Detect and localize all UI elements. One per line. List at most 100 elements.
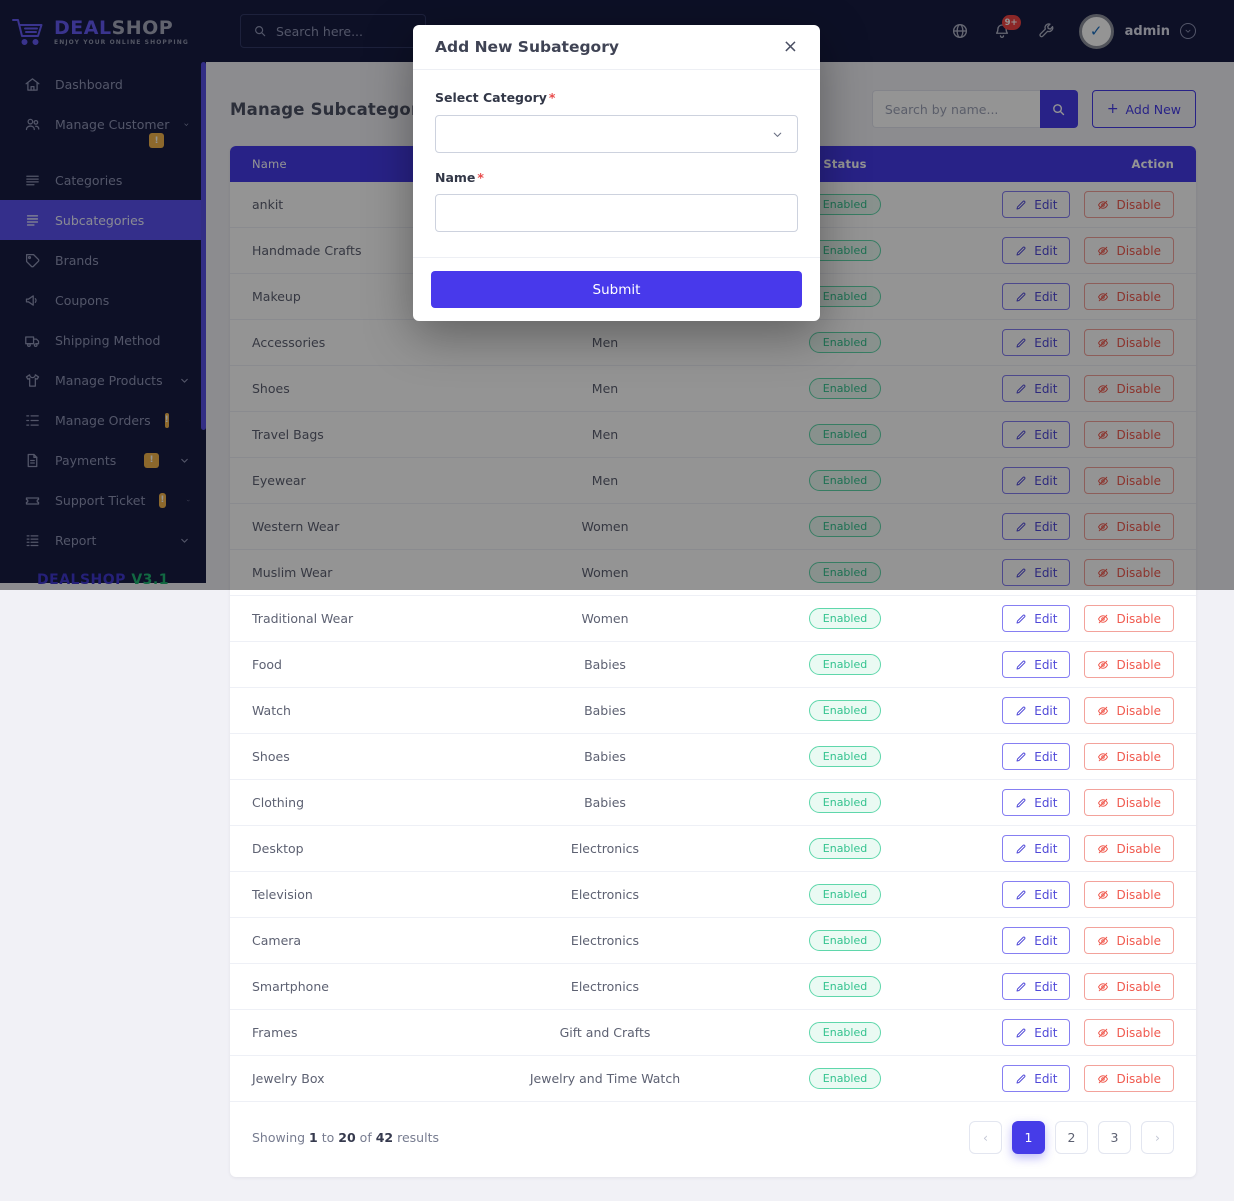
disable-button[interactable]: Disable — [1084, 329, 1174, 356]
status-badge: Enabled — [808, 976, 882, 997]
subcategory-name: Television — [252, 887, 313, 902]
edit-button[interactable]: Edit — [1002, 559, 1071, 586]
sidebar-item-categories[interactable]: Categories — [0, 160, 206, 200]
edit-button[interactable]: Edit — [1002, 1065, 1071, 1092]
notification-badge: ! — [164, 412, 169, 428]
category-name: Women — [581, 611, 629, 626]
pagination-page-3[interactable]: 3 — [1098, 1121, 1131, 1154]
status-badge: Enabled — [808, 332, 882, 353]
select-category-label: Select Category * — [435, 90, 556, 105]
disable-button[interactable]: Disable — [1084, 421, 1174, 448]
edit-button[interactable]: Edit — [1002, 513, 1071, 540]
disable-button[interactable]: Disable — [1084, 237, 1174, 264]
wrench-icon[interactable] — [1037, 22, 1055, 40]
globe-icon[interactable] — [951, 22, 969, 40]
disable-button[interactable]: Disable — [1084, 513, 1174, 540]
disable-button[interactable]: Disable — [1084, 375, 1174, 402]
sidebar-item-manage-products[interactable]: Manage Products — [0, 360, 206, 400]
disable-button[interactable]: Disable — [1084, 697, 1174, 724]
eye-off-icon — [1098, 1028, 1109, 1037]
disable-button[interactable]: Disable — [1084, 743, 1174, 770]
sidebar-item-coupons[interactable]: Coupons — [0, 280, 206, 320]
name-label: Name * — [435, 170, 484, 185]
search-submit-button[interactable] — [1039, 90, 1078, 128]
subcategory-name-input[interactable] — [435, 194, 798, 232]
disable-button[interactable]: Disable — [1084, 1065, 1174, 1092]
status-badge: Enabled — [808, 516, 882, 537]
disable-button[interactable]: Disable — [1084, 789, 1174, 816]
subcategory-name: Handmade Crafts — [252, 243, 362, 258]
username-label: admin — [1124, 23, 1170, 39]
category-select[interactable] — [435, 115, 798, 153]
sidebar-item-report[interactable]: Report — [0, 520, 206, 560]
status-badge: Enabled — [808, 700, 882, 721]
subcategory-name: Jewelry Box — [252, 1071, 325, 1086]
sidebar-item-shipping-method[interactable]: Shipping Method — [0, 320, 206, 360]
subcategory-name: Accessories — [252, 335, 326, 350]
sidebar-item-manage-orders[interactable]: Manage Orders ! — [0, 400, 206, 440]
edit-button[interactable]: Edit — [1002, 835, 1071, 862]
sidebar-item-support-ticket[interactable]: Support Ticket ! — [0, 480, 206, 520]
pagination-prev-button[interactable]: ‹ — [969, 1121, 1002, 1154]
disable-button[interactable]: Disable — [1084, 651, 1174, 678]
home-icon — [25, 77, 40, 91]
disable-button[interactable]: Disable — [1084, 559, 1174, 586]
pagination-page-2[interactable]: 2 — [1055, 1121, 1088, 1154]
table-row: Accessories Men Enabled Edit Disable — [230, 320, 1196, 366]
search-by-name-input[interactable] — [871, 90, 1040, 128]
table-row: Watch Babies Enabled Edit Disable — [230, 688, 1196, 734]
edit-button[interactable]: Edit — [1002, 329, 1071, 356]
disable-button[interactable]: Disable — [1084, 283, 1174, 310]
disable-button[interactable]: Disable — [1084, 1019, 1174, 1046]
sidebar-item-dashboard[interactable]: Dashboard — [0, 64, 206, 104]
sidebar-item-payments[interactable]: Payments ! — [0, 440, 206, 480]
pagination-page-1[interactable]: 1 — [1012, 1121, 1045, 1154]
subcategory-name: ankit — [252, 197, 284, 212]
sidebar-item-subcategories[interactable]: Subcategories — [0, 200, 206, 240]
eye-off-icon — [1098, 338, 1109, 347]
edit-button[interactable]: Edit — [1002, 927, 1071, 954]
user-menu-chevron[interactable] — [1180, 23, 1196, 39]
disable-button[interactable]: Disable — [1084, 973, 1174, 1000]
edit-button[interactable]: Edit — [1002, 697, 1071, 724]
disable-button[interactable]: Disable — [1084, 927, 1174, 954]
chevron-down-icon — [1185, 29, 1191, 33]
disable-button[interactable]: Disable — [1084, 835, 1174, 862]
edit-button[interactable]: Edit — [1002, 237, 1071, 264]
category-name: Men — [591, 473, 619, 488]
eye-off-icon — [1098, 752, 1109, 761]
sidebar-item-manage-customer[interactable]: Manage Customer ! — [0, 104, 206, 148]
pencil-icon — [1016, 338, 1026, 347]
disable-button[interactable]: Disable — [1084, 881, 1174, 908]
disable-button[interactable]: Disable — [1084, 605, 1174, 632]
layers-list-icon — [26, 214, 39, 226]
edit-button[interactable]: Edit — [1002, 973, 1071, 1000]
subcategory-name: Traditional Wear — [252, 611, 354, 626]
sidebar-scrollbar[interactable] — [201, 62, 206, 430]
sidebar-item-brands[interactable]: Brands — [0, 240, 206, 280]
pagination-next-button[interactable]: › — [1141, 1121, 1174, 1154]
edit-button[interactable]: Edit — [1002, 881, 1071, 908]
notifications-button[interactable]: 9+ — [993, 15, 1021, 40]
add-new-button[interactable]: + Add New — [1091, 90, 1196, 128]
submit-button[interactable]: Submit — [431, 271, 802, 308]
edit-button[interactable]: Edit — [1002, 1019, 1071, 1046]
eye-off-icon — [1098, 982, 1109, 991]
sidebar-item-label: Report — [55, 532, 97, 548]
edit-button[interactable]: Edit — [1002, 467, 1071, 494]
edit-button[interactable]: Edit — [1002, 283, 1071, 310]
disable-button[interactable]: Disable — [1084, 191, 1174, 218]
brand-logo[interactable]: DEALSHOP ENJOY YOUR ONLINE SHOPPING — [0, 0, 206, 64]
avatar[interactable]: ✓ — [1078, 13, 1114, 49]
status-badge: Enabled — [808, 1068, 882, 1089]
edit-button[interactable]: Edit — [1002, 743, 1071, 770]
edit-button[interactable]: Edit — [1002, 421, 1071, 448]
edit-button[interactable]: Edit — [1002, 375, 1071, 402]
close-icon[interactable]: × — [782, 36, 798, 57]
disable-button[interactable]: Disable — [1084, 467, 1174, 494]
edit-button[interactable]: Edit — [1002, 789, 1071, 816]
sidebar-menu: Dashboard Manage Customer ! Categories S… — [0, 64, 206, 560]
edit-button[interactable]: Edit — [1002, 605, 1071, 632]
edit-button[interactable]: Edit — [1002, 191, 1071, 218]
edit-button[interactable]: Edit — [1002, 651, 1071, 678]
